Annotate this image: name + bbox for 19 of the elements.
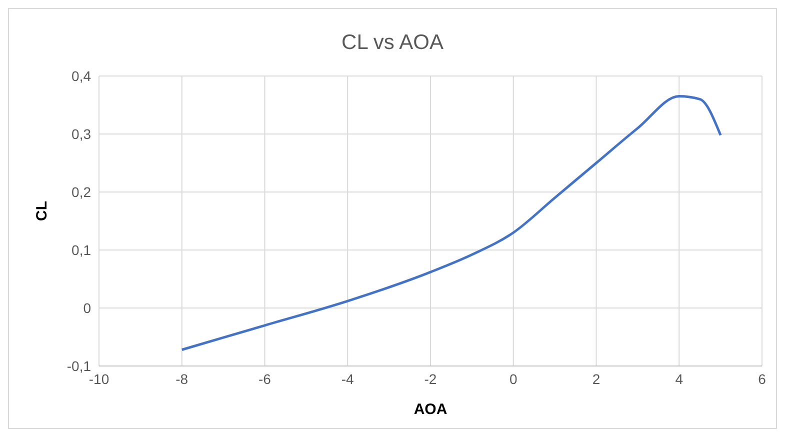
x-tick-label: -10 — [88, 370, 110, 387]
x-tick-label: -6 — [258, 370, 272, 387]
x-tick-label: 6 — [758, 370, 766, 387]
x-tick-label: 2 — [592, 370, 600, 387]
y-tick-label: 0,1 — [72, 242, 92, 258]
y-tick-label: -0,1 — [66, 358, 92, 374]
line-series — [180, 95, 722, 352]
chart-title: CL vs AOA — [340, 31, 444, 56]
y-tick-label: 0,4 — [72, 68, 92, 84]
x-tick-label: 0 — [509, 370, 518, 387]
x-tick-label: -8 — [176, 370, 188, 387]
y-tick-label: 0,3 — [72, 126, 92, 142]
x-tick-label: -2 — [424, 370, 437, 387]
y-tick-label: 0,2 — [72, 184, 92, 200]
x-tick-label: -4 — [341, 370, 354, 387]
y-axis-title: CL — [33, 201, 50, 221]
x-tick-label: 4 — [675, 370, 684, 387]
y-tick-label: 0 — [83, 300, 92, 316]
x-axis-title: AOA — [414, 401, 448, 418]
